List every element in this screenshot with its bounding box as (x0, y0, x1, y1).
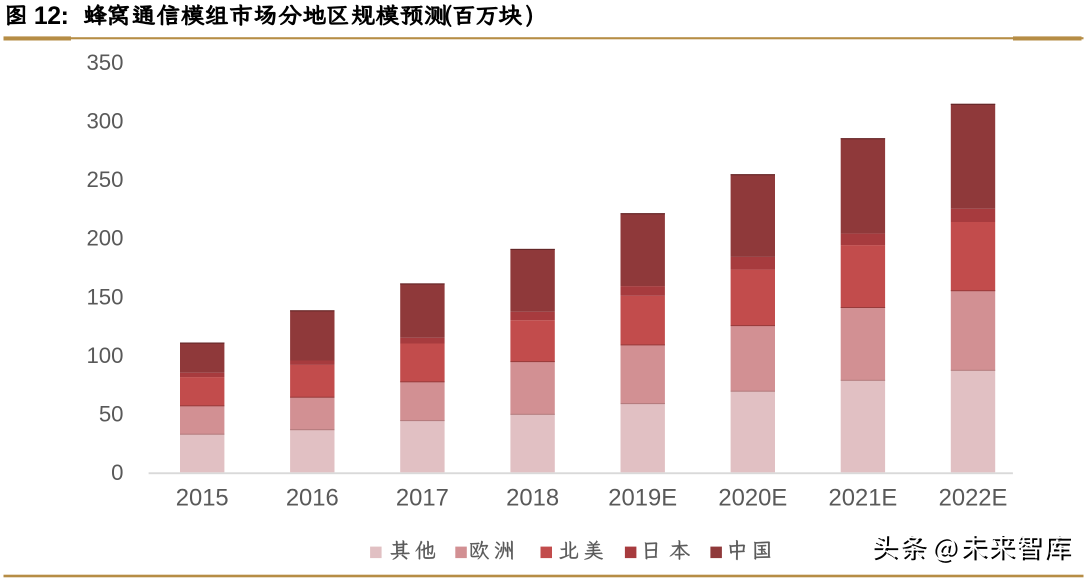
svg-text:200: 200 (86, 226, 123, 251)
svg-text:12:: 12: (34, 3, 69, 30)
svg-text:350: 350 (86, 50, 123, 75)
svg-text:2021E: 2021E (828, 485, 897, 512)
svg-text:2022E: 2022E (939, 485, 1008, 512)
svg-text:300: 300 (86, 109, 123, 134)
svg-text:0: 0 (111, 460, 123, 485)
svg-text:50: 50 (99, 402, 124, 427)
svg-text:2015: 2015 (176, 485, 229, 512)
svg-text:100: 100 (86, 343, 123, 368)
svg-text:250: 250 (86, 167, 123, 192)
svg-text:2018: 2018 (506, 485, 559, 512)
svg-text:2016: 2016 (286, 485, 339, 512)
svg-text:2017: 2017 (396, 485, 449, 512)
svg-text:2020E: 2020E (718, 485, 787, 512)
svg-text:150: 150 (86, 284, 123, 309)
svg-text:2019E: 2019E (608, 485, 677, 512)
